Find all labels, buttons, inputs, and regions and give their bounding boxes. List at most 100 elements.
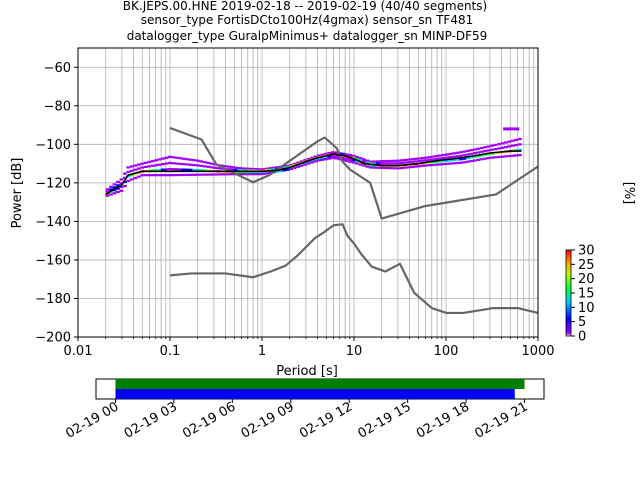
colorbar-tick-label: 10 [578,301,595,316]
density-cell [511,139,515,142]
density-cell [362,160,366,163]
density-cell [230,166,235,169]
density-cell [483,153,488,156]
density-cell [517,153,522,157]
density-cell [285,164,290,167]
density-cell [386,162,391,165]
density-cell [414,157,418,160]
density-cell [382,166,387,170]
density-cell [375,162,380,165]
density-cell [344,157,349,160]
density-cell [133,168,138,171]
density-cell [116,180,120,184]
density-cell [123,185,127,188]
density-cell [368,164,373,167]
density-cell [310,156,314,159]
density-cell [168,174,172,177]
timeline-tick-label: 02-19 15 [356,399,414,441]
density-cell [320,157,325,160]
density-cell [434,154,439,158]
density-cell [258,171,262,174]
density-cell [303,163,307,166]
y-tick-label: −200 [35,331,71,346]
density-cell [164,168,169,171]
density-cell [479,146,484,150]
density-cell [334,157,339,160]
density-cell [192,159,197,162]
density-cell [472,152,477,155]
colorbar-tick-label: 30 [578,244,595,259]
mode-curve [105,150,522,196]
density-cell [327,151,332,155]
density-cell [486,145,491,148]
density-cell [199,173,203,176]
density-cell [192,168,197,172]
density-cell [202,161,207,164]
density-cell [157,163,162,166]
density-cell [500,146,505,149]
density-cell [445,159,449,162]
density-cell [407,161,411,164]
x-tick-label: 0.01 [64,344,93,359]
density-cell [237,171,242,174]
x-tick-label: 10 [346,344,363,359]
timeline-tick-label: 02-19 18 [414,399,472,441]
density-cell [313,160,318,163]
density-cell [441,159,446,163]
title-line-2: sensor_type FortisDCto100Hz(4gmax) senso… [141,13,473,27]
density-cell [417,165,422,168]
density-cell [275,170,280,173]
density-cell [112,186,117,189]
density-cell [289,163,294,167]
density-cell [365,159,370,162]
density-cell [116,187,120,190]
density-cell [206,161,210,165]
density-cell [476,151,481,154]
density-cell [431,163,436,167]
density-cell [497,143,501,146]
density-cell [341,152,346,155]
title-line-3: datalogger_type GuralpMinimus+ datalogge… [127,29,488,43]
density-cell [365,165,370,168]
density-cell [247,167,252,170]
density-cell [292,166,297,169]
density-cell [403,158,408,162]
density-cell [213,166,217,169]
density-cell [375,166,380,169]
density-cell [320,153,325,156]
density-cell [455,158,460,161]
density-cell [514,149,519,152]
density-cell [247,171,252,174]
density-cell [452,155,456,158]
density-cell [330,156,335,160]
density-cell [282,165,287,168]
density-cell [254,171,259,174]
density-cell [240,171,245,174]
density-cell [507,140,512,143]
density-cell [476,158,481,161]
density-cell [178,157,183,160]
density-cell [341,158,346,162]
density-cell [299,163,304,166]
density-cell [441,153,446,157]
density-cell [299,164,304,167]
density-cell [188,158,193,161]
density-cell [351,161,356,164]
nhnm-curve [169,126,539,220]
density-cell [136,175,141,178]
density-cell [358,163,363,166]
density-cell [185,168,190,171]
density-cell [143,174,148,177]
density-cell [469,159,474,163]
density-cell [147,160,152,164]
density-cell [220,164,224,167]
timeline-tick-label: 02-19 09 [239,399,297,441]
density-cell [251,171,255,174]
density-cell [469,156,474,159]
density-cell [164,174,169,177]
density-cell [500,155,505,158]
density-cell [282,166,287,169]
density-cell [213,163,217,166]
density-cell [452,158,456,162]
density-cell [400,161,404,164]
